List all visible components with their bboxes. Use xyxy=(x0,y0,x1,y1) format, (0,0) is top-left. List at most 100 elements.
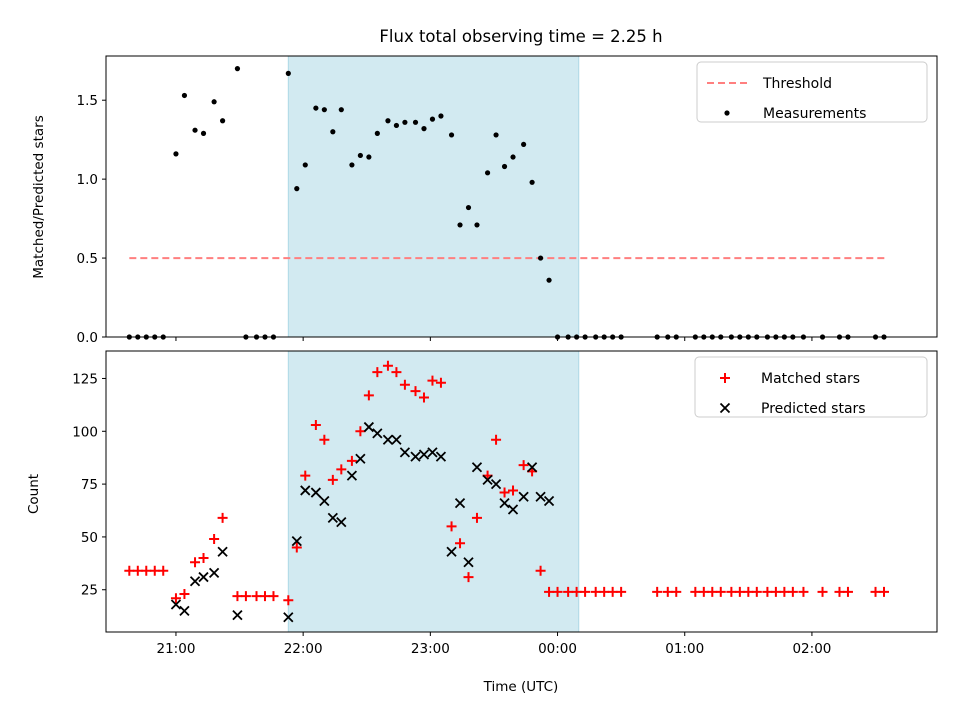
data-point-matched xyxy=(346,455,357,466)
data-point xyxy=(402,119,408,125)
data-point-matched xyxy=(798,586,809,597)
data-point-matched xyxy=(283,595,294,606)
data-point-matched xyxy=(762,586,773,597)
data-point-predicted xyxy=(435,451,447,462)
data-point xyxy=(330,129,336,135)
legend-measurements-handle xyxy=(724,110,730,116)
data-point-predicted xyxy=(363,421,375,433)
data-point-matched xyxy=(671,586,682,597)
data-point-predicted xyxy=(327,512,338,524)
ratio-panel-legend: Threshold Measurements xyxy=(696,61,928,123)
count-panel-x-tick-label: 21:00 xyxy=(157,641,196,657)
data-point xyxy=(302,162,308,168)
legend-box xyxy=(694,356,928,418)
data-point-matched xyxy=(355,426,366,437)
data-point-matched xyxy=(435,377,446,388)
data-point-predicted xyxy=(391,434,402,445)
data-point-matched xyxy=(870,586,881,597)
data-point xyxy=(393,122,400,129)
data-point-predicted xyxy=(310,487,322,498)
data-point xyxy=(294,186,300,192)
count-panel: 25 50 75 100 125 21:00 22:00 23:00 00:00 01:00 02:… xyxy=(72,350,938,657)
data-point-matched xyxy=(158,565,169,576)
data-point xyxy=(374,130,380,136)
data-point xyxy=(412,119,419,125)
data-point-matched xyxy=(336,464,347,475)
data-point-matched xyxy=(382,360,393,371)
data-point-predicted xyxy=(399,447,411,458)
count-panel-observing-span xyxy=(287,350,580,633)
data-point xyxy=(313,105,319,111)
legend-predicted-handle xyxy=(719,402,731,414)
legend-label: Measurements xyxy=(763,106,866,122)
data-point-predicted xyxy=(208,567,220,578)
data-point-matched xyxy=(149,565,160,576)
legend-label: Matched stars xyxy=(761,371,860,387)
ratio-panel-series-measurements xyxy=(126,66,887,340)
data-point-matched xyxy=(471,512,482,523)
data-point-matched xyxy=(327,474,338,485)
data-point xyxy=(211,99,217,105)
data-point-matched xyxy=(817,586,828,597)
data-point-matched xyxy=(310,419,321,430)
data-point-predicted xyxy=(526,462,538,473)
count-panel-x-tick-label: 00:00 xyxy=(538,641,577,657)
data-point-matched xyxy=(662,586,673,597)
data-point-matched xyxy=(300,470,311,481)
data-point-matched xyxy=(879,586,890,597)
data-point-predicted xyxy=(355,453,366,464)
data-point-matched xyxy=(652,586,663,597)
legend-label: Predicted stars xyxy=(761,401,866,417)
count-panel-series-predicted-stars xyxy=(170,421,555,623)
ratio-panel-observing-span xyxy=(287,55,580,338)
data-point-predicted xyxy=(446,546,457,557)
data-point-predicted xyxy=(283,612,294,623)
data-point-matched xyxy=(842,586,853,597)
data-point-predicted xyxy=(499,497,510,509)
data-point xyxy=(465,204,472,211)
data-point-predicted xyxy=(482,474,493,486)
data-point-matched xyxy=(518,460,529,471)
count-panel-y-tick-label: 125 xyxy=(72,371,98,387)
data-point xyxy=(200,130,207,136)
x-axis-label: Time (UTC) xyxy=(483,679,559,695)
data-point-predicted xyxy=(454,497,466,509)
data-point-matched xyxy=(787,586,798,597)
ratio-panel-y-tick-label: 1.0 xyxy=(77,172,98,188)
count-panel-x-tick-label: 22:00 xyxy=(284,641,323,657)
data-point xyxy=(321,107,327,113)
data-point-matched xyxy=(726,586,737,597)
data-point-matched xyxy=(734,586,745,597)
data-point xyxy=(448,132,455,138)
data-point-predicted xyxy=(418,449,430,460)
data-point xyxy=(192,127,198,133)
data-point-matched xyxy=(251,591,262,602)
count-panel-y-tick-label: 100 xyxy=(72,424,98,440)
data-point-matched xyxy=(455,538,466,549)
data-point-matched xyxy=(399,379,410,390)
data-point-predicted xyxy=(336,516,347,528)
data-point-matched xyxy=(427,375,438,386)
count-panel-series-matched-stars xyxy=(124,360,890,606)
data-point xyxy=(457,222,463,228)
data-point xyxy=(385,118,391,124)
data-point xyxy=(510,154,516,160)
data-point-predicted xyxy=(300,485,311,496)
data-point xyxy=(173,151,179,157)
count-panel-x-tick-label: 01:00 xyxy=(665,641,704,657)
data-point-matched xyxy=(563,586,574,597)
data-point-predicted xyxy=(319,495,330,507)
count-panel-y-tick-label: 50 xyxy=(81,530,98,546)
data-point-matched xyxy=(779,586,790,597)
count-panel-y-tick-label: 75 xyxy=(81,477,98,493)
data-point xyxy=(474,222,480,228)
data-point xyxy=(219,118,226,124)
bottom-y-axis-label: Count xyxy=(26,474,42,514)
top-y-axis-label: Matched/Predicted stars xyxy=(31,115,47,278)
data-point-matched xyxy=(463,572,474,583)
data-point-matched xyxy=(232,591,243,602)
data-point-matched xyxy=(751,586,762,597)
legend-box xyxy=(696,61,928,123)
data-point-matched xyxy=(268,591,279,602)
